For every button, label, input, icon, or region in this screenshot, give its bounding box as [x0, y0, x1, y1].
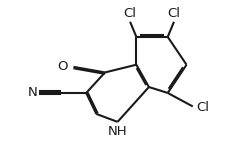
Text: Cl: Cl: [168, 7, 180, 20]
Text: O: O: [58, 60, 68, 73]
Text: NH: NH: [108, 125, 127, 138]
Text: Cl: Cl: [196, 101, 209, 114]
Text: N: N: [27, 86, 37, 99]
Text: Cl: Cl: [124, 7, 137, 20]
